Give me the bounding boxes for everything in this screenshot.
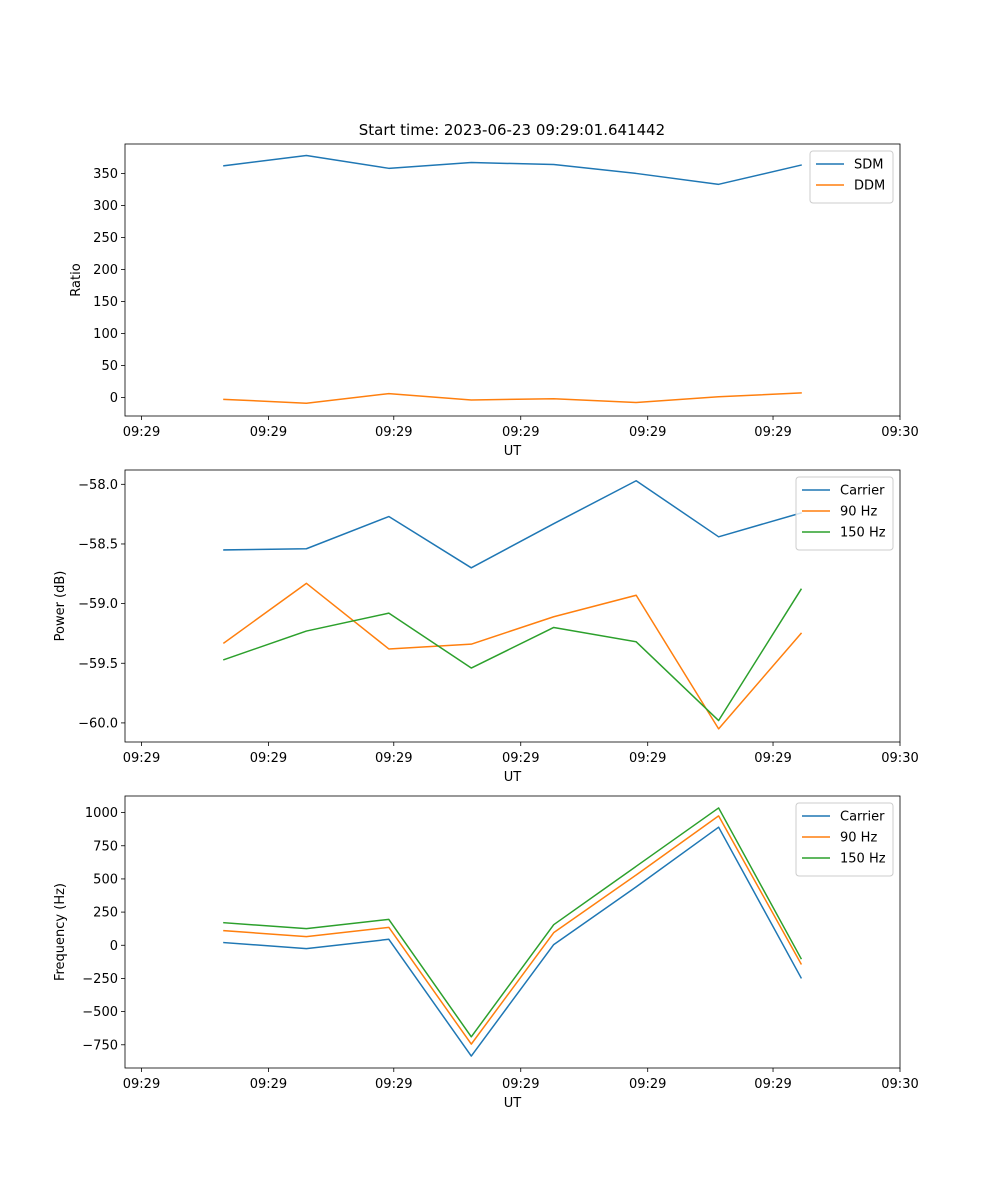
legend-label: Carrier — [840, 484, 885, 499]
x-tick-label: 09:29 — [123, 751, 160, 766]
chart-panel-2: 09:29 09:29 09:29 09:29 09:29 09:29 09:30 −60.0… — [53, 469, 919, 785]
x-tick-label: 09:30 — [881, 751, 918, 766]
y-tick-label: −500 — [82, 1005, 118, 1020]
y-tick-label: 300 — [93, 199, 118, 214]
y-tick-label: 1000 — [85, 806, 118, 821]
y-axis-label: Ratio — [69, 263, 84, 296]
y-tick-label: −58.0 — [78, 478, 118, 493]
x-axis-label: UT — [504, 1096, 522, 1111]
series-line-2 — [223, 815, 803, 1045]
y-tick-label: −750 — [82, 1038, 118, 1053]
y-tick-label: 0 — [110, 391, 118, 406]
x-tick-label: 09:29 — [629, 1077, 666, 1092]
chart-panel-1: 09:29 09:29 09:29 09:29 09:29 09:29 09:30 0 50 10… — [69, 143, 919, 459]
x-axis-label: UT — [504, 770, 522, 785]
plot-frame — [124, 469, 901, 743]
legend: SDM DDM — [809, 150, 894, 204]
legend-label: SDM — [854, 158, 883, 173]
x-tick-label: 09:29 — [123, 1077, 160, 1092]
x-axis-label: UT — [504, 444, 522, 459]
x-tick-label: 09:29 — [629, 751, 666, 766]
y-tick-label: 750 — [93, 839, 118, 854]
legend-label: DDM — [854, 179, 885, 194]
y-tick-label: −250 — [82, 972, 118, 987]
legend-label: 90 Hz — [840, 505, 877, 520]
series-line-1 — [223, 479, 802, 569]
x-tick-label: 09:29 — [754, 425, 791, 440]
x-tick-label: 09:30 — [881, 425, 918, 440]
y-tick-label: −59.5 — [78, 657, 118, 672]
y-tick-label: 350 — [93, 167, 118, 182]
y-tick-label: −58.5 — [78, 537, 118, 552]
series-line-1 — [223, 154, 802, 186]
y-tick-label: 100 — [93, 327, 118, 342]
y-axis-label: Power (dB) — [53, 571, 68, 642]
y-axis-label: Frequency (Hz) — [53, 883, 68, 981]
plot-frame — [124, 795, 901, 1069]
series-line-3 — [222, 588, 803, 722]
series-line-2 — [223, 392, 802, 404]
x-tick-label: 09:29 — [754, 1077, 791, 1092]
x-tick-label: 09:29 — [629, 425, 666, 440]
legend: Carrier 90 Hz 150 Hz — [795, 476, 894, 551]
x-tick-label: 09:29 — [502, 425, 539, 440]
y-tick-label: 0 — [110, 939, 118, 954]
x-tick-label: 09:29 — [754, 751, 791, 766]
y-tick-label: 250 — [93, 231, 118, 246]
series-line-1 — [223, 826, 803, 1057]
series-line-3 — [223, 807, 803, 1038]
legend-label: Carrier — [840, 810, 885, 825]
plot-frame — [124, 143, 901, 417]
plots: 09:29 09:29 09:29 09:29 09:29 09:29 09:30 0 50 10… — [53, 143, 919, 1111]
x-tick-label: 09:30 — [881, 1077, 918, 1092]
legend-label: 150 Hz — [840, 852, 886, 867]
chart-panel-3: 09:29 09:29 09:29 09:29 09:29 09:29 09:30 −750 −… — [53, 795, 919, 1111]
x-tick-label: 09:29 — [123, 425, 160, 440]
y-tick-label: 150 — [93, 295, 118, 310]
x-tick-label: 09:29 — [375, 1077, 412, 1092]
y-tick-label: −60.0 — [78, 716, 118, 731]
figure-title: Start time: 2023-06-23 09:29:01.641442 — [359, 121, 665, 139]
y-tick-label: 500 — [93, 872, 118, 887]
x-tick-label: 09:29 — [250, 751, 287, 766]
y-tick-label: 200 — [93, 263, 118, 278]
x-tick-label: 09:29 — [502, 1077, 539, 1092]
y-tick-label: 50 — [101, 359, 118, 374]
y-tick-label: −59.0 — [78, 597, 118, 612]
legend: Carrier 90 Hz 150 Hz — [795, 802, 894, 877]
x-tick-label: 09:29 — [375, 425, 412, 440]
legend-label: 150 Hz — [840, 526, 886, 541]
x-tick-label: 09:29 — [502, 751, 539, 766]
y-tick-label: 250 — [93, 906, 118, 921]
x-tick-label: 09:29 — [250, 1077, 287, 1092]
x-tick-label: 09:29 — [375, 751, 412, 766]
x-tick-label: 09:29 — [250, 425, 287, 440]
legend-label: 90 Hz — [840, 831, 877, 846]
